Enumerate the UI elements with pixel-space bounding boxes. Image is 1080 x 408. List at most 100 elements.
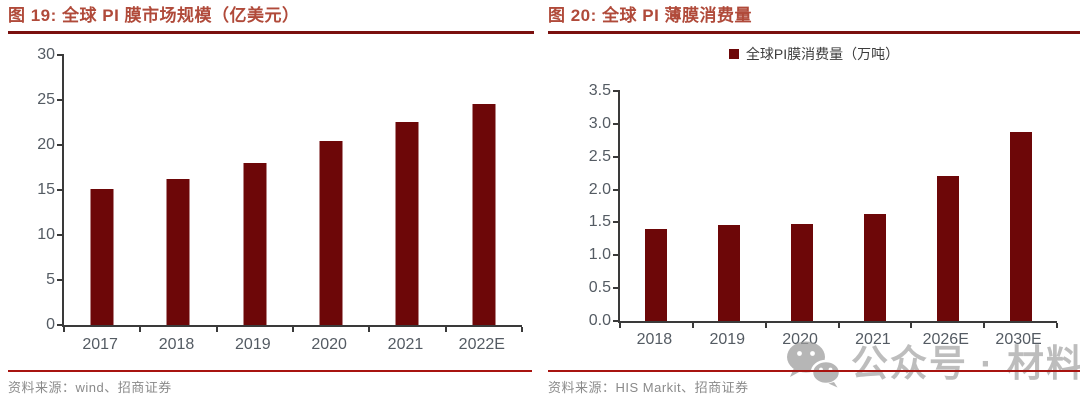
bar-slot	[620, 91, 693, 321]
y-tick-label: 2.5	[588, 147, 611, 165]
y-tick-label: 2.0	[588, 180, 611, 198]
x-tick-label: 2020	[782, 331, 818, 348]
figure-20-pi-film-consumption-chart: 图 20: 全球 PI 薄膜消费量 全球PI膜消费量（万吨） 0.0 0.5 1.0…	[540, 0, 1080, 408]
y-tick-label: 1.0	[588, 246, 611, 264]
plot-area: 0.0 0.5 1.0 1.5 2.0 2.5 3.0 3.5	[589, 83, 1058, 329]
bar-2030E	[1009, 132, 1032, 321]
bar-2021	[395, 121, 419, 325]
bar-slot	[293, 55, 369, 325]
bars	[64, 55, 522, 325]
x-tick-mark	[215, 327, 218, 332]
bar-2018	[166, 179, 190, 325]
x-tick-mark	[910, 323, 913, 328]
y-tick-label: 30	[37, 46, 55, 63]
bar-2026E	[936, 176, 959, 321]
y-tick-mark	[613, 221, 620, 224]
bar-2020	[791, 223, 814, 321]
x-tick-mark	[521, 327, 523, 332]
bar-2019	[243, 163, 267, 325]
x-tick-label: 2021	[387, 336, 424, 353]
y-tick-label: 3.0	[588, 114, 611, 132]
bar-slot	[217, 55, 293, 325]
y-tick-mark	[613, 254, 620, 257]
bar-2021	[863, 213, 886, 321]
x-axis-labels: 2018 2019 2020 2021 2026E 2030E	[618, 331, 1055, 349]
y-tick-mark	[57, 54, 64, 56]
x-tick-label: 2021	[855, 331, 891, 348]
legend-label: 全球PI膜消费量（万吨）	[745, 46, 900, 62]
bar-2022E	[472, 103, 496, 325]
y-tick-mark	[57, 99, 64, 101]
y-tick-label: 1.5	[588, 213, 611, 231]
y-tick-mark	[57, 279, 64, 282]
plot-area: 0 5 10 15 20 25 30	[37, 47, 523, 333]
x-tick-label: 2018	[636, 331, 673, 348]
y-tick-label: 5	[46, 271, 55, 288]
title-underline	[548, 31, 1080, 34]
bar-2018	[645, 229, 668, 321]
bar-slot	[838, 91, 911, 321]
source-note: 资料来源：wind、招商证券	[8, 380, 172, 395]
x-tick-mark	[837, 323, 840, 328]
x-tick-mark	[444, 327, 447, 332]
x-tick-mark	[764, 323, 767, 328]
y-tick-mark	[613, 90, 620, 92]
y-tick-mark	[613, 155, 620, 158]
x-tick-mark	[292, 327, 294, 332]
y-tick-label: 15	[37, 181, 55, 198]
y-tick-label: 10	[37, 226, 55, 243]
y-tick-mark	[613, 287, 620, 290]
y-tick-label: 3.5	[588, 82, 611, 99]
source-note: 资料来源：HIS Markit、招商证券	[548, 380, 749, 395]
bars	[620, 91, 1057, 321]
bar-slot	[64, 55, 140, 325]
y-tick-label: 20	[37, 136, 55, 153]
legend-swatch	[728, 49, 739, 59]
x-tick-mark	[691, 323, 694, 328]
chart-title: 图 20: 全球 PI 薄膜消费量	[548, 6, 753, 25]
y-tick-label: 0.5	[588, 279, 611, 297]
x-tick-mark	[63, 327, 65, 332]
bar-slot	[911, 91, 984, 321]
y-tick-label: 0.0	[588, 312, 611, 329]
bar-slot	[446, 55, 522, 325]
x-tick-mark	[983, 323, 986, 328]
x-tick-label: 2020	[311, 336, 347, 353]
x-tick-label: 2030E	[995, 331, 1042, 348]
title-underline	[8, 31, 534, 34]
y-tick-mark	[613, 320, 620, 322]
x-tick-label: 2019	[709, 331, 746, 348]
x-tick-mark	[368, 327, 371, 332]
legend: 全球PI膜消费量（万吨）	[548, 45, 1080, 63]
y-tick-mark	[57, 144, 64, 147]
bar-slot	[984, 91, 1057, 321]
y-tick-mark	[57, 324, 64, 326]
x-tick-label: 2018	[158, 336, 195, 353]
bar-slot	[369, 55, 445, 325]
x-tick-mark	[139, 327, 142, 332]
source-divider-line	[548, 370, 1080, 372]
figure-19-pi-film-market-chart: 图 19: 全球 PI 膜市场规模（亿美元） 0 5 10 15 20 25 30 2017…	[8, 6, 540, 395]
y-tick-label: 25	[37, 91, 55, 108]
bar-2019	[718, 225, 741, 321]
bar-chart: 0.0 0.5 1.0 1.5 2.0 2.5 3.0 3.5 2018 2019 2020 202…	[548, 63, 1080, 373]
x-tick-label: 2022E	[458, 336, 505, 353]
x-axis-labels: 2017 2018 2019 2020 2021 2022E	[62, 336, 520, 354]
x-tick-label: 2019	[235, 336, 271, 353]
bar-slot	[693, 91, 766, 321]
bar-2020	[319, 140, 343, 325]
chart-title: 图 19: 全球 PI 膜市场规模（亿美元）	[8, 6, 300, 25]
y-tick-label: 0	[46, 316, 55, 333]
source-divider-line	[8, 370, 532, 372]
y-tick-mark	[57, 189, 64, 191]
x-tick-label: 2017	[82, 336, 118, 353]
x-tick-mark	[619, 323, 621, 328]
x-tick-mark	[1056, 323, 1058, 328]
bar-chart: 0 5 10 15 20 25 30 2017 2018 2019 2020 2021 2022E	[8, 42, 540, 364]
y-tick-mark	[613, 122, 620, 125]
y-tick-mark	[613, 188, 620, 191]
x-tick-label: 2026E	[922, 331, 969, 348]
bar-slot	[766, 91, 839, 321]
bar-2017	[90, 189, 114, 325]
